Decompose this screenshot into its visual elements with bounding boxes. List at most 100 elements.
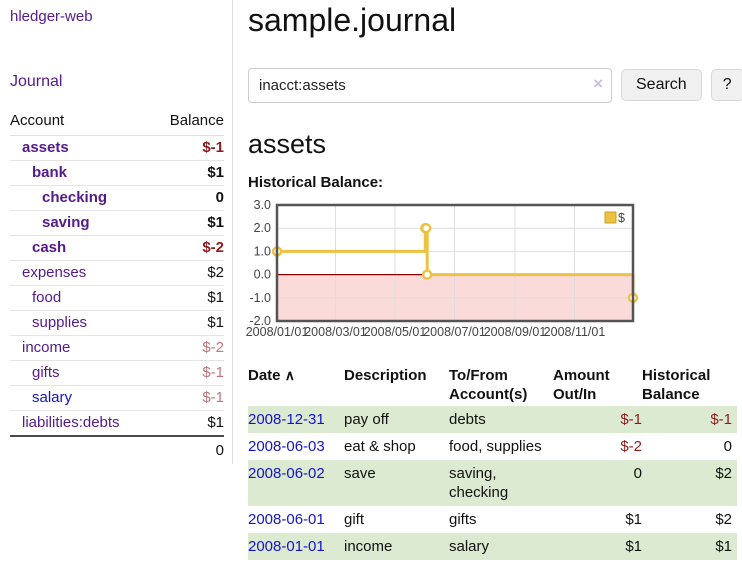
transaction-accounts: food, supplies: [449, 438, 542, 456]
search-box: ×: [248, 67, 612, 103]
account-balance: $1: [153, 210, 224, 236]
svg-text:0.0: 0.0: [254, 268, 271, 282]
account-heading: assets: [248, 128, 327, 159]
transaction-balance: $2: [715, 511, 732, 529]
transaction-balance: $2: [715, 465, 732, 483]
svg-text:-1.0: -1.0: [249, 291, 271, 305]
main-content: sample.journal × Search ? assets Histori…: [233, 0, 742, 561]
account-link[interactable]: assets: [22, 139, 69, 156]
account-balance: $1: [153, 410, 224, 437]
account-balance: $-2: [153, 235, 224, 261]
transaction-date-link[interactable]: 2008-06-02: [248, 465, 325, 483]
transaction-description: gift: [344, 511, 365, 529]
transaction-date-link[interactable]: 2008-12-31: [248, 411, 325, 429]
account-row: gifts $-1: [10, 360, 224, 386]
sort-asc-icon: ∧: [284, 367, 295, 384]
account-row: assets $-1: [10, 135, 224, 161]
transaction-amount: $1: [625, 511, 642, 529]
sidebar: hledger-web Journal Account Balance asse…: [0, 0, 233, 464]
transaction-amount: $1: [625, 538, 642, 556]
accounts-total-row: 0: [10, 436, 224, 464]
svg-text:-2.0: -2.0: [249, 314, 271, 328]
help-button[interactable]: ?: [710, 69, 742, 102]
register-header-description: Description: [344, 367, 427, 385]
historical-balance-chart: $3.0 2.0 1.0 0.0 -1.0 -2.02008/01/012008/03/0…: [246, 198, 639, 339]
svg-text:2008/09/01: 2008/09/01: [484, 325, 547, 339]
account-link[interactable]: food: [32, 289, 62, 306]
transaction-accounts: gifts: [449, 511, 477, 529]
account-link[interactable]: expenses: [22, 264, 87, 281]
account-link[interactable]: cash: [32, 239, 67, 256]
search-button[interactable]: Search: [621, 69, 702, 102]
clear-search-icon[interactable]: ×: [593, 73, 603, 93]
register-row: 2008-12-31 pay off debts $-1 $-1: [248, 406, 737, 434]
account-link[interactable]: gifts: [32, 364, 60, 381]
sidebar-item-journal[interactable]: Journal: [10, 73, 63, 90]
transaction-balance: $1: [715, 538, 732, 556]
account-balance: 0: [153, 185, 224, 211]
svg-text:2.0: 2.0: [254, 222, 271, 236]
search-input[interactable]: [248, 67, 612, 103]
account-row: salary $-1: [10, 385, 224, 411]
account-link[interactable]: income: [22, 339, 71, 356]
account-row: supplies $1: [10, 310, 224, 336]
account-link[interactable]: saving: [42, 214, 90, 231]
page: hledger-web Journal Account Balance asse…: [0, 0, 742, 561]
account-balance: $-1: [153, 385, 224, 411]
transaction-description: save: [344, 465, 376, 483]
svg-text:2008/03/01: 2008/03/01: [304, 325, 367, 339]
accounts-body: assets $-1 bank $1 checking 0 saving $1 …: [10, 135, 224, 437]
account-balance: $-1: [153, 360, 224, 386]
register-header-row: Date ∧ Description To/From Account(s) Am…: [248, 364, 737, 406]
svg-text:2008/05/01: 2008/05/01: [364, 325, 427, 339]
account-balance: $-2: [153, 335, 224, 361]
transaction-date-link[interactable]: 2008-01-01: [248, 538, 325, 556]
account-link[interactable]: supplies: [32, 314, 88, 331]
account-balance: $1: [153, 285, 224, 311]
account-row: income $-2: [10, 335, 224, 361]
transaction-accounts: salary: [449, 538, 490, 556]
register-row: 2008-06-03 eat & shop food, supplies $-2…: [248, 433, 737, 460]
transaction-amount: 0: [633, 465, 642, 483]
search-form: × Search ?: [248, 67, 742, 103]
svg-text:1.0: 1.0: [254, 245, 271, 259]
transaction-date-link[interactable]: 2008-06-01: [248, 511, 325, 529]
account-row: expenses $2: [10, 260, 224, 286]
account-link[interactable]: bank: [32, 164, 68, 181]
register-header-balance: Historical Balance: [642, 367, 711, 404]
accounts-header-row: Account Balance: [10, 109, 224, 136]
svg-text:3.0: 3.0: [254, 198, 271, 212]
account-row: food $1: [10, 285, 224, 311]
register-header-accounts: To/From Account(s): [449, 367, 528, 404]
account-row: bank $1: [10, 160, 224, 186]
register-row: 2008-01-01 income salary $1 $1: [248, 533, 737, 561]
account-row: checking 0: [10, 185, 224, 211]
transaction-description: pay off: [344, 411, 389, 429]
accounts-total: 0: [215, 442, 224, 459]
account-balance: $1: [153, 160, 224, 186]
account-row: cash $-2: [10, 235, 224, 261]
transaction-description: eat & shop: [344, 438, 416, 456]
account-balance: $2: [153, 260, 224, 286]
register-body: 2008-12-31 pay off debts $-1 $-1 2008-06…: [248, 406, 737, 561]
accounts-table: Account Balance assets $-1 bank $1 check…: [10, 109, 224, 464]
transaction-accounts: saving, checking: [449, 465, 509, 502]
account-link[interactable]: checking: [42, 189, 108, 206]
app-title-link[interactable]: hledger-web: [10, 8, 93, 25]
accounts-header-balance: Balance: [153, 109, 224, 136]
transaction-amount: $-1: [620, 411, 642, 429]
account-link[interactable]: salary: [32, 389, 73, 406]
page-title: sample.journal: [248, 2, 457, 38]
svg-text:2008/11/01: 2008/11/01: [544, 325, 606, 339]
transaction-date-link[interactable]: 2008-06-03: [248, 438, 325, 456]
transaction-balance: $-1: [710, 411, 732, 429]
account-row: saving $1: [10, 210, 224, 236]
account-balance: $-1: [153, 135, 224, 161]
transaction-description: income: [344, 538, 393, 556]
register-row: 2008-06-01 gift gifts $1 $2: [248, 506, 737, 533]
svg-text:2008/07/01: 2008/07/01: [423, 325, 486, 339]
register-header-date[interactable]: Date ∧: [248, 367, 295, 385]
account-link[interactable]: liabilities:debts: [22, 414, 120, 431]
register-table: Date ∧ Description To/From Account(s) Am…: [248, 364, 737, 561]
svg-text:$: $: [618, 211, 625, 225]
